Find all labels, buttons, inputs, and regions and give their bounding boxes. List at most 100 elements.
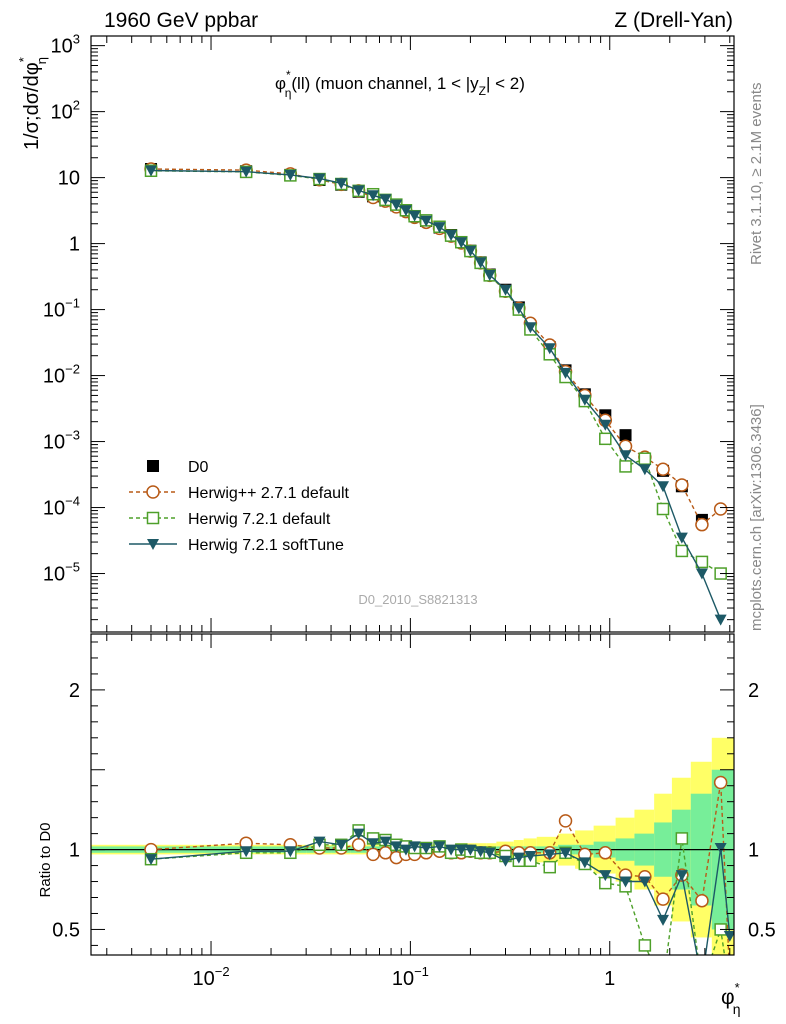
ratio-point (499, 855, 512, 867)
main-point (619, 450, 632, 462)
ratio-point (559, 847, 572, 859)
main-point (559, 367, 572, 379)
ratio-point (433, 841, 446, 853)
ratio-point (578, 857, 591, 869)
ratio-point (512, 852, 525, 864)
header-right-label: Z (Drell-Yan) (614, 9, 733, 32)
ratio-point (313, 836, 326, 848)
main-point (433, 222, 446, 234)
ratio-point (474, 846, 487, 858)
main-point (695, 555, 709, 569)
main-point (390, 199, 403, 211)
main-y-tick-label: 10−2 (43, 362, 80, 388)
ratio-point (284, 846, 297, 858)
main-y-tick-label: 10−3 (43, 428, 80, 454)
ratio-y-tick-label: 0.5 (52, 919, 80, 941)
ratio-point (524, 850, 537, 862)
analysis-watermark: D0_2010_S8821313 (358, 592, 477, 607)
main-y-tick-label: 102 (51, 98, 80, 124)
legend-marker (146, 511, 160, 525)
main-series-group (144, 162, 728, 626)
main-point (695, 568, 708, 580)
ratio-point (638, 939, 652, 952)
main-point (512, 303, 525, 315)
main-point (464, 245, 477, 257)
main-y-tick-label: 103 (51, 32, 80, 58)
ratio-point (658, 980, 669, 991)
legend-label: Herwig 7.2.1 default (188, 511, 331, 528)
main-point (599, 432, 612, 446)
main-y-tick-label: 1 (69, 234, 80, 256)
legend-marker (147, 460, 159, 472)
ratio-y-tick-label-right: 1 (748, 840, 759, 862)
ratio-point (675, 870, 688, 882)
main-point (675, 478, 689, 492)
main-point (619, 460, 632, 473)
ratio-point (657, 914, 670, 926)
main-point (638, 464, 651, 476)
ratio-point (696, 980, 707, 991)
main-point (524, 322, 537, 334)
main-point (455, 237, 468, 249)
ratio-point (543, 860, 556, 874)
ratio-y-tick-label: 1 (69, 840, 80, 862)
main-point (379, 194, 392, 206)
main-point (714, 614, 727, 626)
ratio-point (240, 846, 253, 858)
ratio-point (638, 876, 651, 888)
ratio-point (695, 893, 709, 908)
main-series-3 (145, 165, 727, 626)
legend-label: Herwig 7.2.1 softTune (188, 537, 344, 554)
main-point (399, 205, 412, 217)
header-left-label: 1960 GeV ppbar (104, 9, 258, 32)
main-point (240, 166, 253, 178)
main-series-1 (144, 162, 728, 532)
main-point (656, 502, 670, 516)
ratio-point (145, 854, 158, 866)
main-point (284, 169, 297, 181)
axis-ticks (91, 36, 734, 955)
main-title: φ* η(ll) (muon channel, 1 < |yZ| < 2) (275, 68, 525, 100)
ratio-point (367, 838, 380, 850)
main-point (145, 165, 158, 177)
x-tick-label: 1 (604, 968, 615, 990)
ratio-series-group (144, 775, 734, 991)
ratio-point (351, 838, 366, 852)
xlabel: φ* η (721, 980, 740, 1017)
main-point (713, 502, 728, 516)
ratio-point (714, 843, 727, 854)
ratio-point (558, 814, 573, 828)
main-point (335, 178, 348, 190)
main-point (313, 173, 326, 185)
main-y-tick-label: 10−4 (43, 494, 80, 520)
ratio-point (723, 930, 734, 942)
main-ylabel: 1/σ;dσ/dφ* η (16, 57, 49, 150)
legend: D0 Herwig++ 2.7.1 default Herwig 7.2.1 def… (129, 459, 350, 554)
main-point (367, 190, 380, 202)
ratio-point (379, 836, 392, 848)
main-point (352, 185, 365, 197)
ratio-point (599, 870, 612, 882)
ratio-point (675, 832, 689, 845)
x-tick-label: 10−1 (392, 964, 429, 990)
ratio-point (455, 844, 468, 856)
ratio-point (445, 844, 458, 856)
ratio-point (352, 828, 365, 840)
ratio-point (464, 844, 477, 856)
main-point (499, 284, 512, 296)
main-point (656, 462, 670, 477)
legend-label: D0 (188, 459, 209, 476)
ratio-point (390, 841, 403, 853)
legend-entry: Herwig++ 2.7.1 default (129, 485, 350, 502)
main-point (675, 532, 688, 544)
ratio-point (543, 849, 556, 861)
main-point (543, 343, 556, 355)
main-point (483, 269, 496, 281)
main-y-tick-label: 10−1 (43, 296, 80, 322)
main-point (578, 394, 591, 406)
ratio-ylabel: Ratio to D0 (37, 822, 54, 897)
ratio-point (713, 775, 728, 790)
ratio-point (366, 847, 380, 862)
ratio-series-2 (145, 828, 734, 955)
